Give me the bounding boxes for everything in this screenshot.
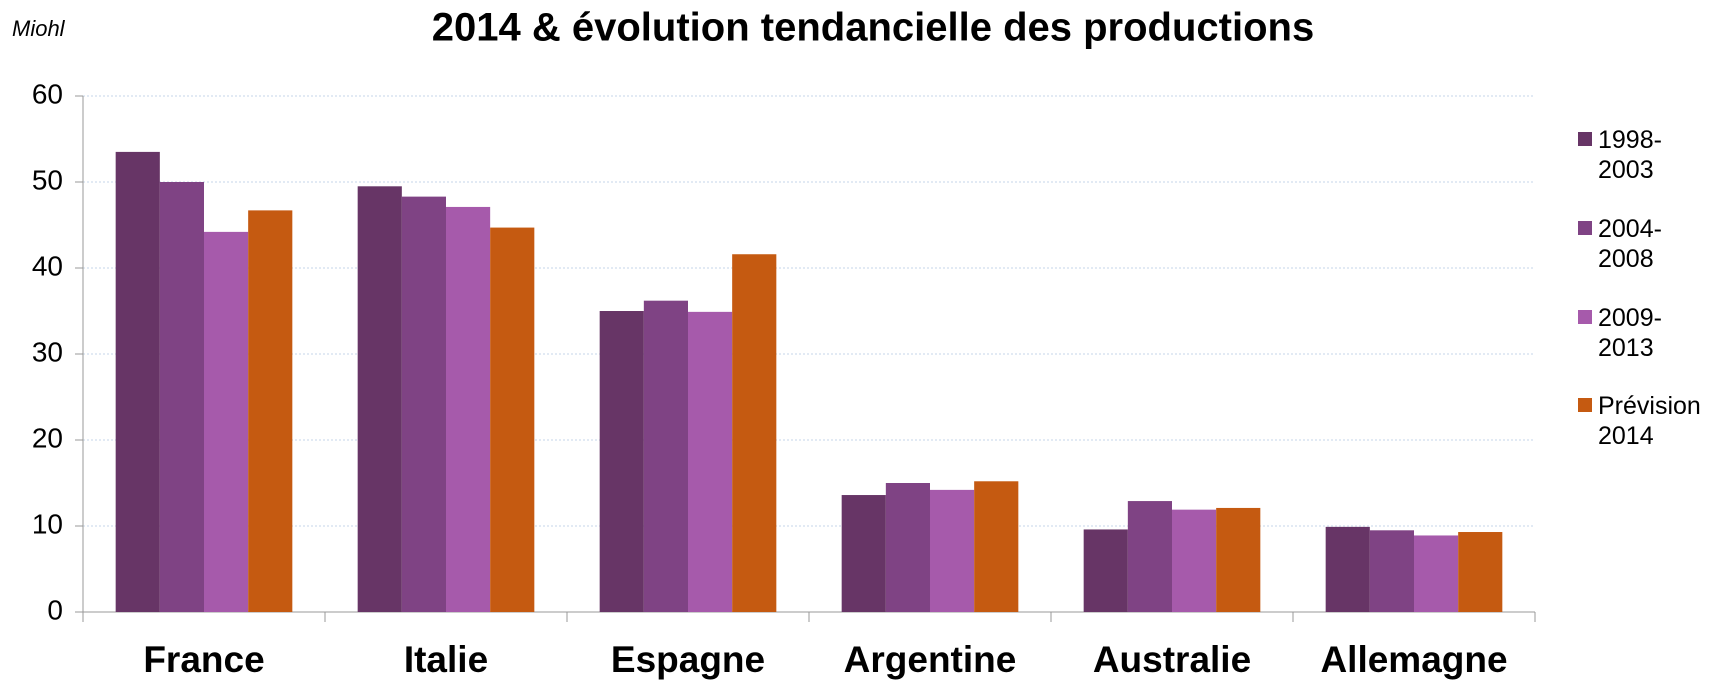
bar: [885, 483, 930, 612]
x-tick-label: Allemagne: [1320, 639, 1507, 680]
legend-item: 2009-2013: [1578, 303, 1708, 363]
y-tick-label: 50: [32, 164, 63, 195]
x-tick-label: Italie: [404, 639, 488, 680]
bar: [1458, 532, 1503, 612]
y-tick-label: 20: [32, 422, 63, 453]
bar: [599, 311, 644, 612]
bar: [401, 196, 446, 612]
legend-label: 2009-2013: [1598, 304, 1662, 362]
legend-swatch: [1578, 310, 1592, 324]
bar: [490, 227, 535, 612]
bar: [1414, 535, 1459, 612]
y-tick-label: 40: [32, 250, 63, 281]
legend-label: 2004-2008: [1598, 215, 1662, 273]
bar: [357, 186, 402, 613]
y-tick-label: 30: [32, 336, 63, 367]
bar: [1216, 507, 1261, 612]
x-tick-label: Argentine: [844, 639, 1017, 680]
legend-swatch: [1578, 398, 1592, 412]
bar: [446, 206, 491, 612]
bar: [159, 182, 204, 612]
legend-swatch: [1578, 221, 1592, 235]
y-tick-label: 60: [32, 78, 63, 109]
bar: [248, 210, 293, 612]
y-tick-label: 10: [32, 508, 63, 539]
bar: [643, 300, 688, 612]
legend-label: Prévision 2014: [1598, 392, 1701, 450]
bar: [1083, 529, 1128, 612]
bar: [732, 254, 777, 613]
chart-title: 2014 & évolution tendancielle des produc…: [432, 6, 1314, 50]
y-axis-label: Miohl: [12, 16, 66, 41]
bar: [688, 311, 733, 612]
bar: [115, 151, 160, 612]
x-tick-label: France: [143, 639, 264, 680]
legend-item: 2004-2008: [1578, 214, 1708, 274]
legend-item: Prévision 2014: [1578, 391, 1708, 451]
bar: [1369, 530, 1414, 612]
legend-item: 1998-2003: [1578, 125, 1708, 185]
bar: [974, 481, 1019, 612]
y-tick-label: 0: [47, 594, 63, 625]
x-tick-label: Australie: [1093, 639, 1251, 680]
bar: [1172, 509, 1217, 612]
bar: [841, 495, 886, 612]
x-tick-label: Espagne: [611, 639, 765, 680]
bar: [1127, 501, 1172, 612]
bar: [1325, 526, 1370, 612]
legend-label: 1998-2003: [1598, 126, 1662, 184]
bar: [930, 489, 975, 612]
legend-swatch: [1578, 132, 1592, 146]
bar: [204, 231, 249, 612]
